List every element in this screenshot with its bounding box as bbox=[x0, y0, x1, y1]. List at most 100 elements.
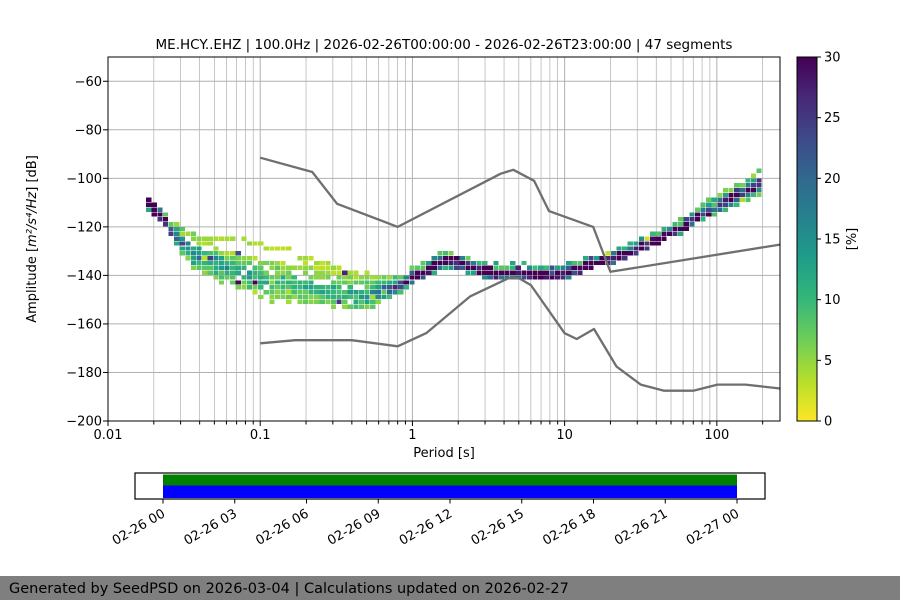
psd-cell bbox=[678, 226, 684, 232]
y-axis-label: Amplitude [m²/s⁴/Hz] [dB] bbox=[25, 155, 40, 323]
psd-cell bbox=[235, 270, 241, 275]
psd-cell bbox=[146, 197, 152, 202]
psd-cell bbox=[274, 280, 281, 285]
psd-cell bbox=[342, 294, 348, 300]
psd-cell bbox=[325, 285, 331, 290]
psd-cell bbox=[207, 251, 213, 256]
psd-cell bbox=[252, 275, 258, 280]
psd-cell bbox=[364, 285, 370, 290]
psd-cell bbox=[213, 256, 219, 261]
psd-cell bbox=[431, 260, 437, 266]
psd-cell bbox=[258, 275, 264, 280]
psd-cell bbox=[336, 294, 342, 300]
generated-chart-layers: 0.01 0.1 1 10 100−200−180−160−140−120−100−80… bbox=[66, 51, 840, 549]
psd-cell bbox=[224, 236, 230, 241]
psd-cell bbox=[392, 285, 398, 290]
psd-cell bbox=[308, 299, 314, 304]
psd-cell bbox=[644, 236, 650, 241]
psd-cell bbox=[258, 294, 264, 300]
psd-cell bbox=[319, 270, 325, 275]
psd-cell bbox=[706, 212, 712, 217]
psd-cell bbox=[314, 260, 320, 266]
psd-cell bbox=[325, 260, 331, 266]
psd-cell bbox=[224, 265, 230, 270]
psd-cell bbox=[241, 285, 247, 290]
psd-cell bbox=[179, 236, 185, 241]
psd-cell bbox=[644, 241, 650, 246]
psd-cell bbox=[196, 236, 202, 241]
psd-cell bbox=[330, 290, 337, 295]
nhnm-line bbox=[259, 156, 780, 273]
psd-cell bbox=[431, 270, 437, 275]
psd-cell bbox=[711, 202, 717, 207]
colorbar-tick-label: 30 bbox=[824, 51, 841, 66]
psd-cell bbox=[605, 256, 611, 261]
psd-cell bbox=[168, 222, 174, 227]
psd-cell bbox=[252, 265, 258, 270]
psd-cell bbox=[286, 246, 292, 251]
psd-cell bbox=[493, 260, 499, 266]
psd-cell bbox=[336, 270, 342, 275]
psd-cell bbox=[706, 207, 712, 212]
x-tick-label: 0.1 bbox=[250, 428, 271, 443]
psd-cell bbox=[252, 290, 258, 295]
psd-cell bbox=[633, 251, 639, 256]
psd-cell bbox=[330, 280, 337, 285]
psd-cell bbox=[146, 207, 152, 212]
psd-cell bbox=[717, 192, 723, 198]
psd-cell bbox=[750, 192, 757, 198]
psd-cell bbox=[549, 275, 555, 280]
psd-cell bbox=[622, 251, 628, 256]
psd-cell bbox=[258, 241, 264, 246]
colorbar-tick-label: 10 bbox=[824, 293, 841, 308]
figure-labels: ME.HCY..EHZ | 100.0Hz | 2026-02-26T00:00… bbox=[0, 37, 900, 600]
timeline-tick-label: 02-26 21 bbox=[612, 506, 670, 548]
psd-cell bbox=[353, 290, 359, 295]
psd-cell bbox=[258, 260, 264, 266]
psd-cell bbox=[336, 299, 342, 304]
psd-cell bbox=[454, 256, 460, 261]
psd-cell bbox=[700, 202, 706, 207]
psd-cell bbox=[594, 260, 600, 266]
psd-cell bbox=[280, 265, 286, 270]
psd-cell bbox=[179, 241, 185, 246]
psd-cell bbox=[230, 280, 236, 285]
psd-cell bbox=[722, 197, 729, 202]
psd-cell bbox=[487, 275, 493, 280]
psd-cell bbox=[196, 241, 202, 246]
psd-cell bbox=[213, 236, 219, 241]
psd-cell bbox=[319, 290, 325, 295]
psd-cell bbox=[526, 265, 533, 270]
psd-cell bbox=[358, 290, 365, 295]
psd-cell bbox=[678, 231, 684, 236]
psd-cell bbox=[230, 275, 236, 280]
timeline-tick-label: 02-26 15 bbox=[469, 506, 527, 548]
psd-cell bbox=[230, 256, 236, 261]
psd-cell bbox=[689, 217, 695, 222]
psd-cell bbox=[162, 212, 169, 217]
psd-cell bbox=[364, 270, 370, 275]
psd-cell bbox=[465, 270, 471, 275]
psd-cell bbox=[179, 246, 185, 251]
psd-cell bbox=[672, 222, 678, 227]
psd-cell bbox=[549, 265, 555, 270]
psd-cell bbox=[168, 226, 174, 232]
psd-cell bbox=[375, 285, 381, 290]
psd-cell bbox=[207, 260, 213, 266]
psd-cell bbox=[218, 280, 225, 285]
y-tick-label: −180 bbox=[66, 366, 102, 381]
psd-cell bbox=[722, 188, 729, 193]
psd-cell bbox=[358, 275, 365, 280]
psd-cell bbox=[314, 290, 320, 295]
psd-cell bbox=[274, 294, 281, 300]
psd-cell bbox=[302, 280, 309, 285]
psd-cell bbox=[403, 285, 409, 290]
y-tick-label: −160 bbox=[66, 317, 102, 332]
psd-cell bbox=[650, 236, 656, 241]
psd-cell bbox=[325, 270, 331, 275]
psd-cell bbox=[678, 222, 684, 227]
psd-cell bbox=[426, 270, 432, 275]
psd-cell bbox=[291, 285, 297, 290]
psd-cell bbox=[286, 265, 292, 270]
psd-cell bbox=[442, 265, 449, 270]
